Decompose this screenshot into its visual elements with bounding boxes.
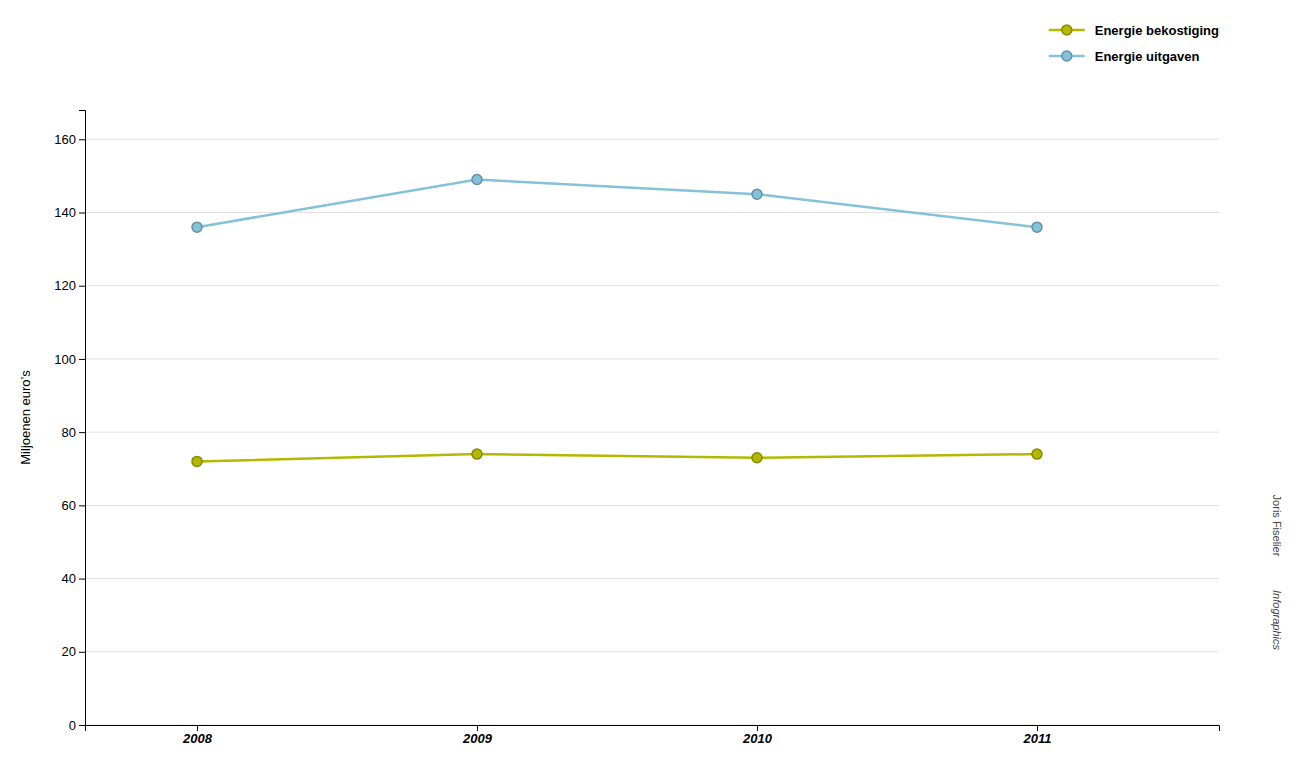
x-tick: 2010	[742, 725, 773, 746]
y-tick: 140	[54, 205, 85, 220]
series-group	[192, 175, 1042, 467]
x-tick-label: 2009	[462, 731, 493, 746]
y-tick: 160	[54, 132, 85, 147]
series-point	[1032, 222, 1042, 232]
x-tick-mark	[477, 725, 478, 731]
y-tick-mark	[79, 359, 85, 360]
x-tick-label: 2008	[182, 731, 213, 746]
series-point	[472, 175, 482, 185]
x-axis: 2008 2009 2010 2011	[86, 725, 1220, 746]
y-tick: 120	[54, 278, 85, 293]
series-point	[472, 449, 482, 459]
y-axis-title: Miljoenen euro’s	[18, 370, 33, 465]
x-tick: 2009	[462, 725, 493, 746]
y-tick-label: 0	[69, 718, 76, 733]
x-axis-line	[86, 726, 1220, 732]
legend-item: Energie uitgaven	[1049, 49, 1200, 64]
x-tick: 2011	[1023, 725, 1052, 746]
y-tick-mark	[79, 213, 85, 214]
grid-line	[85, 212, 1219, 213]
y-tick-label: 140	[54, 205, 76, 220]
annotation: Infographics	[1271, 590, 1283, 650]
y-axis-line	[79, 111, 86, 726]
y-tick: 0	[69, 718, 85, 733]
chart-svg: 2008 2009 2010 2011 0 20 40 60 80 100 120 140 160 Mil…	[0, 0, 1299, 775]
y-tick-label: 120	[54, 278, 76, 293]
series-point	[1032, 449, 1042, 459]
annotation: Joris Fiselier	[1271, 495, 1283, 560]
y-tick-label: 40	[62, 571, 76, 586]
y-tick-mark	[79, 652, 85, 653]
y-tick-mark	[79, 432, 85, 433]
y-axis: 0 20 40 60 80 100 120 140 160	[54, 111, 85, 733]
x-tick-label: 2011	[1023, 731, 1052, 746]
grid	[85, 139, 1219, 725]
y-tick: 100	[54, 352, 85, 367]
x-tick-label: 2010	[742, 731, 773, 746]
y-tick-mark	[79, 725, 85, 726]
legend: Energie bekostiging Energie uitgaven	[1049, 23, 1219, 64]
y-tick-label: 20	[62, 644, 76, 659]
y-tick-mark	[79, 286, 85, 287]
series-point	[192, 222, 202, 232]
series-point	[752, 453, 762, 463]
legend-label: Energie bekostiging	[1095, 23, 1219, 38]
y-tick-mark	[79, 579, 85, 580]
y-tick-label: 160	[54, 132, 76, 147]
y-tick-label: 100	[54, 352, 76, 367]
x-tick-mark	[757, 725, 758, 731]
x-tick: 2008	[182, 725, 213, 746]
legend-marker	[1062, 51, 1072, 61]
y-tick-mark	[79, 139, 85, 140]
y-tick-mark	[79, 505, 85, 506]
grid-line	[85, 285, 1219, 286]
y-tick: 20	[62, 644, 85, 659]
grid-line	[85, 651, 1219, 652]
plot-area: 2008 2009 2010 2011 0 20 40 60 80 100 120 140 160	[54, 111, 1219, 747]
series-point	[192, 456, 202, 466]
grid-line	[85, 505, 1219, 506]
x-tick-mark	[197, 725, 198, 731]
y-tick: 60	[62, 498, 85, 513]
legend-item: Energie bekostiging	[1049, 23, 1219, 38]
x-tick-mark	[1037, 725, 1038, 731]
series-point	[752, 189, 762, 199]
series-line	[197, 454, 1037, 461]
series-line	[197, 180, 1037, 228]
legend-label: Energie uitgaven	[1095, 49, 1200, 64]
grid-line	[85, 578, 1219, 579]
y-tick-label: 80	[62, 425, 76, 440]
y-tick: 40	[62, 571, 85, 586]
grid-line	[85, 358, 1219, 359]
grid-line	[85, 139, 1219, 140]
legend-marker	[1062, 25, 1072, 35]
y-tick-label: 60	[62, 498, 76, 513]
y-tick: 80	[62, 425, 85, 440]
grid-line	[85, 432, 1219, 433]
